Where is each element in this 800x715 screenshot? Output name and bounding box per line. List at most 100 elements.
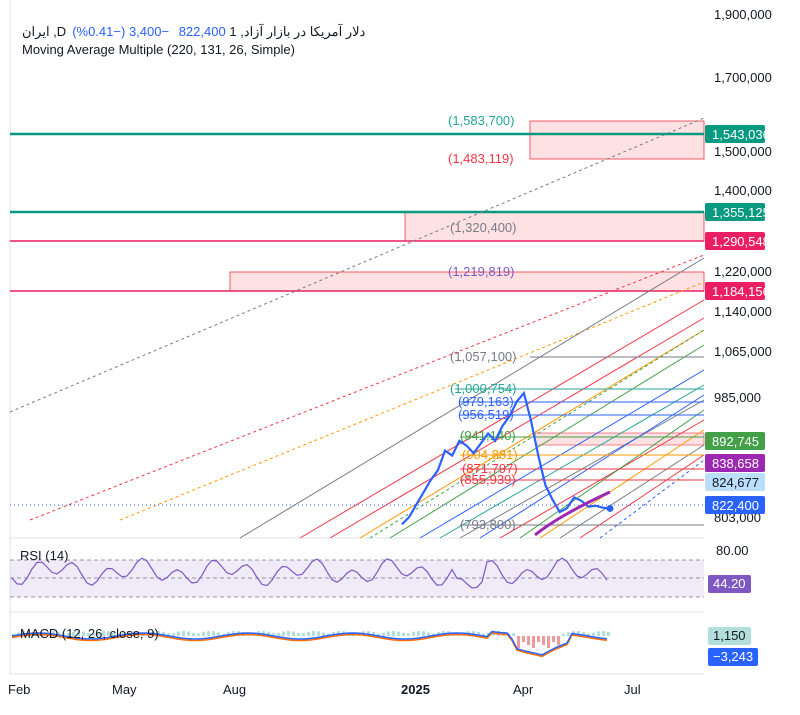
macd-histogram-bar [92, 633, 95, 636]
level-label: (1,219,819) [448, 264, 515, 279]
macd-histogram-bar [542, 636, 545, 645]
macd-histogram-bar [392, 631, 395, 636]
fan-line [299, 299, 705, 539]
level-label: (979,163) [458, 394, 514, 409]
price-tag [705, 454, 765, 472]
macd-histogram-bar [197, 633, 200, 636]
zone-box [529, 120, 705, 160]
fan-line [559, 444, 705, 539]
macd-histogram-bar [172, 632, 175, 636]
macd-histogram-bar [82, 631, 85, 636]
rsi-line [11, 557, 608, 589]
macd-histogram-bar [87, 632, 90, 636]
macd-histogram-bar [72, 631, 75, 636]
x-tick-label: Jul [624, 682, 641, 697]
macd-histogram-bar [397, 631, 400, 636]
macd-histogram-bar [182, 631, 185, 636]
macd-histogram-bar [387, 631, 390, 636]
macd-histogram-bar [517, 636, 520, 648]
fan-line [439, 384, 705, 539]
macd-histogram-bar [512, 633, 515, 636]
x-tick-label: Aug [223, 682, 247, 697]
price-tag-label: 822,400 [712, 498, 759, 513]
x-tick-label: May [112, 682, 137, 697]
macd-histogram-bar [62, 633, 65, 636]
macd-label: MACD (12, 26, close, 9) [20, 626, 159, 641]
price-tag [705, 232, 765, 250]
macd-histogram-bar [482, 633, 485, 636]
macd-histogram-bar [112, 632, 115, 636]
x-tick-label: Apr [513, 682, 534, 697]
macd-histogram-bar [162, 631, 165, 636]
macd-histogram-bar [177, 631, 180, 636]
macd-histogram-bar [167, 633, 170, 636]
fan-line [9, 117, 705, 413]
last-price-dot [606, 504, 614, 512]
price-change: −3,400 (−0.41%) [72, 24, 170, 39]
y-tick-label: 1,220,000 [714, 264, 772, 279]
fan-line [419, 369, 705, 539]
price-tag-label: 1,355,125 [712, 205, 770, 220]
macd-histogram-bar [217, 632, 220, 636]
macd-histogram-bar [277, 632, 280, 636]
level-label: (1,320,400) [450, 220, 517, 235]
fan-line [599, 459, 705, 539]
x-tick-label: Feb [8, 682, 31, 697]
y-tick-label: 985,000 [714, 390, 761, 405]
macd-histogram-bar [282, 631, 285, 636]
price-tag-label: 1,543,036 [712, 127, 770, 142]
macd-signal-line [11, 632, 608, 658]
price-tag [705, 203, 765, 221]
macd-histogram-bar [367, 631, 370, 636]
macd-histogram-bar [202, 631, 205, 636]
level-label: (793,800) [460, 517, 516, 532]
macd-histogram-bar [552, 636, 555, 642]
macd-histogram-bar [302, 633, 305, 636]
macd-histogram-bar [557, 636, 560, 645]
rsi-value-tag: 44.20 [708, 575, 751, 593]
fan-line [539, 429, 705, 539]
macd-histogram-bar [292, 631, 295, 636]
macd-histogram-bar [267, 631, 270, 636]
price-tag [705, 125, 765, 143]
macd-histogram-bar [407, 633, 410, 636]
macd-histogram-bar [582, 632, 585, 636]
rsi-band [10, 560, 704, 597]
price-tag [705, 432, 765, 450]
macd-histogram-bar [377, 633, 380, 636]
macd-histogram-bar [472, 631, 475, 636]
symbol-title: ایران ,Dدلار آمریکا در بازار آزاد, 1 [22, 24, 366, 39]
y-tick-label: 1,065,000 [714, 344, 772, 359]
fan-line [119, 281, 705, 521]
level-label: (1,583,700) [448, 113, 515, 128]
level-label: (871,797) [462, 461, 518, 476]
x-tick-label: 2025 [401, 682, 430, 697]
y-tick-label: 1,140,000 [714, 304, 772, 319]
macd-histogram-bar [102, 631, 105, 636]
macd-histogram-bar [577, 631, 580, 636]
level-label: (855,939) [460, 472, 516, 487]
price-tag-label: 1,184,156 [712, 284, 770, 299]
price-tag [705, 282, 765, 300]
macd-histogram-bar [562, 633, 565, 636]
level-label: (956,519) [458, 407, 514, 422]
price-tag-label: 838,658 [712, 456, 759, 471]
macd-histogram-bar [312, 631, 315, 636]
fan-line [239, 257, 705, 539]
price-tag-label: 824,677 [712, 475, 759, 490]
price-tag-label: 892,745 [712, 434, 759, 449]
macd-histogram-bar [527, 636, 530, 645]
price-tag [705, 473, 765, 491]
macd-histogram-bar [97, 631, 100, 636]
price-tag [705, 496, 765, 514]
rsi-level-label: 80.00 [716, 543, 749, 558]
macd-histogram-bar [272, 633, 275, 636]
macd-histogram-bar [592, 632, 595, 636]
macd-histogram-bar [537, 636, 540, 642]
y-tick-label: 1,700,000 [714, 70, 772, 85]
macd-histogram-bar [212, 631, 215, 636]
macd-signal-tag: −3,243 [708, 648, 759, 666]
y-tick-label: 1,400,000 [714, 183, 772, 198]
